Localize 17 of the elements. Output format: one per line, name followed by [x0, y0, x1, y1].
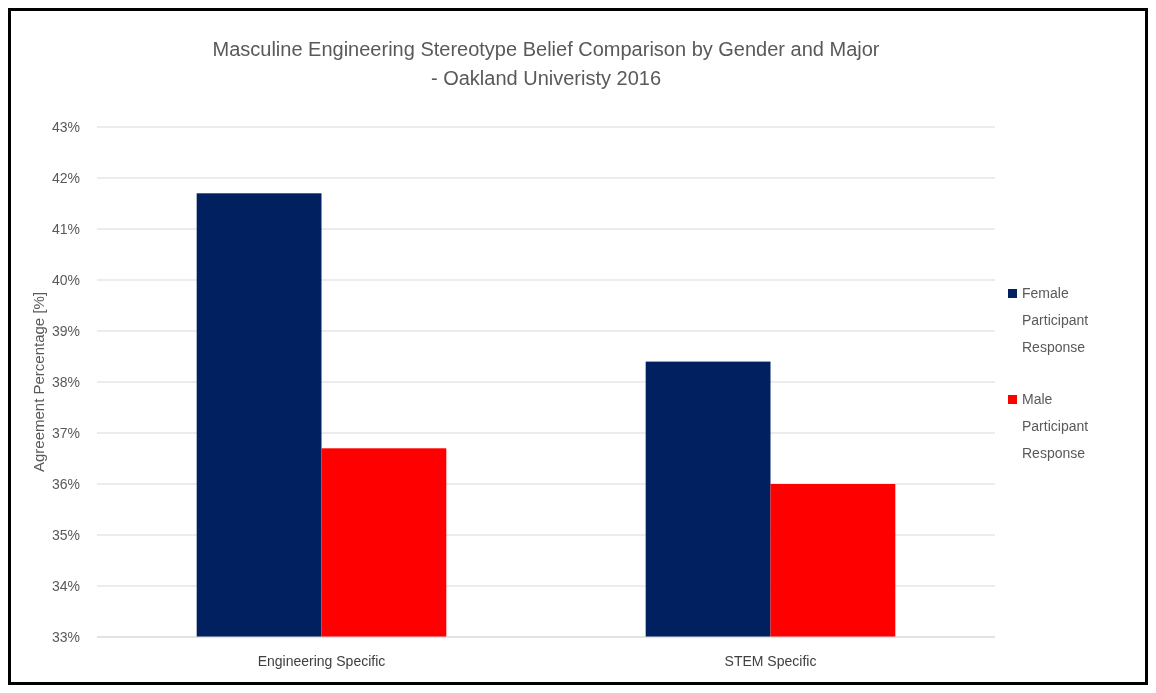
y-tick-label: 36% [51, 476, 80, 492]
legend-label: Female Participant Response [1022, 285, 1089, 355]
y-tick-label: 33% [51, 629, 80, 645]
legend-label: Male Participant Response [1022, 391, 1089, 461]
y-tick-label: 35% [51, 527, 80, 543]
y-tick-label: 41% [51, 221, 80, 237]
y-tick-label: 37% [51, 425, 80, 441]
x-tick-label: STEM Specific [724, 653, 817, 669]
y-tick-label: 43% [51, 119, 80, 135]
y-tick-label: 40% [51, 272, 80, 288]
y-tick-label: 34% [51, 578, 80, 594]
y-tick-label: 39% [51, 323, 80, 339]
y-tick-label: 42% [51, 170, 80, 186]
x-tick-label: Engineering Specific [257, 653, 386, 669]
chart-title: Masculine Engineering Stereotype Belief Comparison by Gender and Major - Oakland Univeristy 2016 [212, 38, 880, 89]
y-axis-title: Agreement Percentage [%] [30, 291, 47, 473]
y-tick-label: 38% [51, 374, 80, 390]
